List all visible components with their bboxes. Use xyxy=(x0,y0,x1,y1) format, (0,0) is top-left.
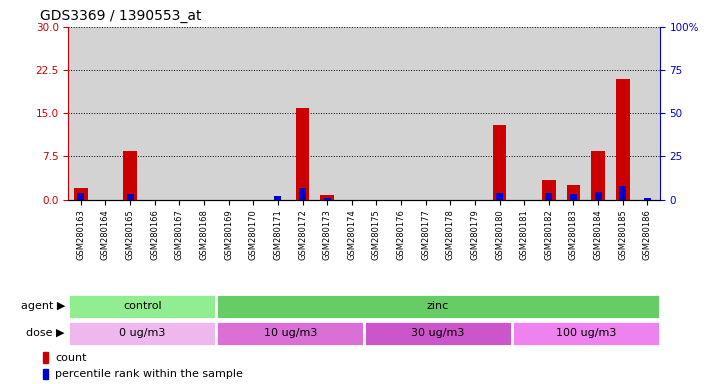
Bar xyxy=(296,108,309,200)
Bar xyxy=(364,321,512,346)
Text: dose ▶: dose ▶ xyxy=(27,328,65,338)
Bar xyxy=(644,199,651,200)
Bar xyxy=(127,195,133,200)
Bar xyxy=(595,192,601,200)
Bar xyxy=(320,195,334,200)
Bar xyxy=(616,79,629,200)
Bar xyxy=(216,321,364,346)
Bar xyxy=(216,294,660,319)
Text: 10 ug/m3: 10 ug/m3 xyxy=(263,328,317,338)
Text: 0 ug/m3: 0 ug/m3 xyxy=(119,328,166,338)
Bar xyxy=(324,198,331,200)
Bar xyxy=(43,369,48,379)
Bar xyxy=(542,180,556,200)
Text: agent ▶: agent ▶ xyxy=(20,301,65,311)
Text: percentile rank within the sample: percentile rank within the sample xyxy=(55,369,243,379)
Bar xyxy=(567,185,580,200)
Text: count: count xyxy=(55,353,87,363)
Bar xyxy=(68,294,216,319)
Text: zinc: zinc xyxy=(427,301,449,311)
Text: control: control xyxy=(123,301,162,311)
Text: 100 ug/m3: 100 ug/m3 xyxy=(556,328,616,338)
Text: GDS3369 / 1390553_at: GDS3369 / 1390553_at xyxy=(40,9,201,23)
Bar xyxy=(512,321,660,346)
Bar xyxy=(493,125,506,200)
Bar xyxy=(545,193,552,200)
Bar xyxy=(43,352,48,363)
Bar xyxy=(77,193,84,200)
Bar xyxy=(74,188,87,200)
Bar xyxy=(619,186,627,200)
Bar xyxy=(68,321,216,346)
Bar xyxy=(591,151,605,200)
Bar xyxy=(299,188,306,200)
Text: 30 ug/m3: 30 ug/m3 xyxy=(411,328,465,338)
Bar xyxy=(570,194,577,200)
Bar xyxy=(275,196,281,200)
Bar xyxy=(496,193,503,200)
Bar xyxy=(123,151,137,200)
